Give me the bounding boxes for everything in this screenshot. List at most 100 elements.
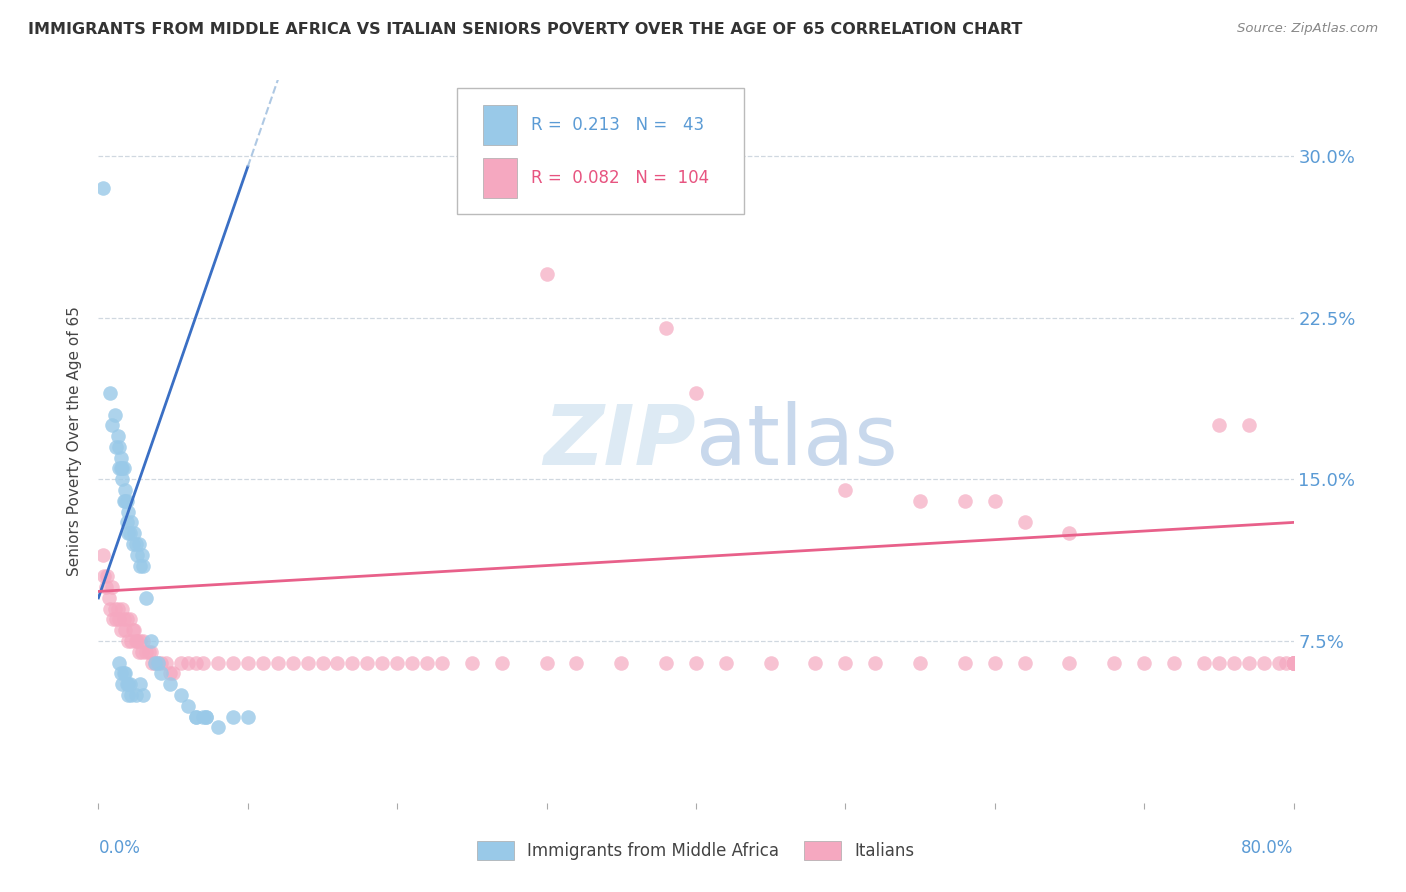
Point (129, 634, 152, 648)
Point (131, 548, 153, 562)
Point (1282, 656, 1305, 670)
Bar (484, 105, 517, 145)
Point (491, 656, 513, 670)
Point (195, 709, 218, 723)
Point (311, 656, 333, 670)
Point (101, 580, 124, 594)
Point (759, 656, 782, 670)
Point (1282, 656, 1305, 670)
Point (97, 591, 120, 605)
Point (108, 440, 131, 454)
Point (184, 709, 207, 723)
Point (834, 483, 856, 497)
Point (115, 612, 138, 626)
Point (281, 656, 304, 670)
Point (342, 656, 364, 670)
Point (112, 461, 135, 475)
Point (121, 537, 143, 551)
Point (326, 656, 349, 670)
Point (115, 677, 138, 691)
Point (953, 493, 976, 508)
Point (104, 408, 127, 422)
Point (1282, 656, 1305, 670)
Point (953, 656, 976, 670)
Point (1208, 656, 1230, 670)
Point (111, 677, 134, 691)
Point (908, 656, 931, 670)
Text: R =  0.213   N =   43: R = 0.213 N = 43 (531, 116, 704, 134)
Point (111, 472, 134, 486)
Point (150, 656, 173, 670)
Point (125, 537, 148, 551)
Point (108, 612, 131, 626)
Point (117, 526, 139, 541)
Text: 0.0%: 0.0% (98, 838, 141, 857)
Point (401, 656, 423, 670)
Point (155, 656, 177, 670)
Point (110, 624, 132, 638)
Point (1282, 656, 1305, 670)
Point (536, 268, 558, 282)
Point (865, 656, 887, 670)
Point (129, 677, 152, 691)
Point (1163, 656, 1185, 670)
Point (108, 461, 131, 475)
Point (127, 634, 149, 648)
Text: IMMIGRANTS FROM MIDDLE AFRICA VS ITALIAN SENIORS POVERTY OVER THE AGE OF 65 CORR: IMMIGRANTS FROM MIDDLE AFRICA VS ITALIAN… (28, 22, 1022, 37)
Point (118, 526, 141, 541)
Point (177, 656, 200, 670)
Point (984, 493, 1007, 508)
Point (1282, 656, 1305, 670)
Point (1014, 516, 1036, 530)
Point (107, 601, 129, 615)
Point (94, 580, 117, 594)
Point (1104, 656, 1126, 670)
Point (1282, 656, 1305, 670)
Point (356, 656, 378, 670)
Point (111, 461, 134, 475)
Point (105, 612, 128, 626)
Point (120, 516, 142, 530)
Point (129, 558, 152, 573)
Point (1282, 656, 1305, 670)
Point (1014, 656, 1036, 670)
Point (1133, 656, 1156, 670)
Point (1267, 656, 1289, 670)
Point (169, 688, 191, 702)
Point (118, 612, 141, 626)
Point (120, 688, 142, 702)
Point (143, 656, 166, 670)
Point (112, 493, 135, 508)
Point (1208, 418, 1230, 433)
Point (141, 656, 163, 670)
Point (1237, 656, 1260, 670)
Point (222, 709, 245, 723)
Point (110, 450, 132, 465)
Point (159, 677, 181, 691)
Point (1059, 526, 1081, 541)
Point (610, 656, 633, 670)
Point (162, 666, 184, 681)
Text: atlas: atlas (696, 401, 897, 482)
Point (834, 656, 856, 670)
Text: ZIP: ZIP (543, 401, 696, 482)
Text: R =  0.082   N =  104: R = 0.082 N = 104 (531, 169, 709, 186)
Point (685, 386, 707, 401)
Point (184, 709, 207, 723)
Point (1282, 656, 1305, 670)
Point (125, 688, 148, 702)
Point (536, 656, 558, 670)
Point (103, 612, 125, 626)
Point (125, 634, 148, 648)
Point (148, 656, 170, 670)
Point (104, 601, 127, 615)
Point (984, 656, 1007, 670)
Point (135, 591, 157, 605)
Point (1282, 656, 1305, 670)
Point (112, 666, 135, 681)
Point (371, 656, 394, 670)
Point (98, 601, 122, 615)
Point (191, 656, 214, 670)
Text: 80.0%: 80.0% (1241, 838, 1294, 857)
Point (117, 505, 139, 519)
